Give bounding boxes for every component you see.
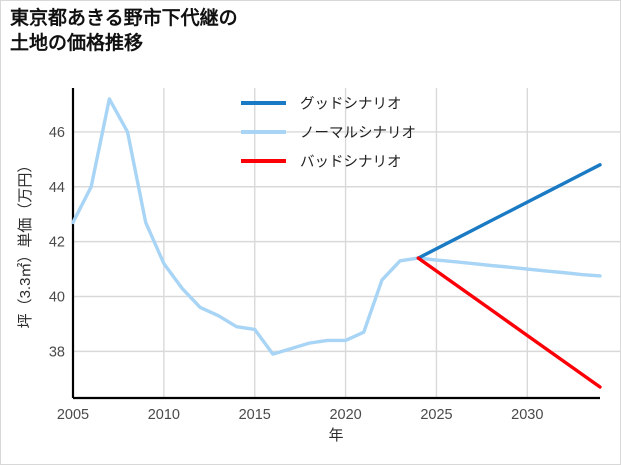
y-tick-label: 40 [49,289,65,305]
series-line [416,256,602,389]
x-tick-label: 2025 [420,407,452,423]
x-axis-tick-labels: 2005 2010 2015 2020 2025 2030 [57,407,544,423]
series-line [416,163,602,260]
legend-label: グッドシナリオ [300,96,402,113]
page-title: 東京都あきる野市下代継の 土地の価格推移 [10,8,238,54]
data-series-layer [71,97,602,389]
y-tick-label: 44 [49,180,65,196]
series-line [71,97,602,356]
x-tick-label: 2005 [57,407,89,423]
x-tick-label: 2010 [148,407,180,423]
legend-label: ノーマルシナリオ [300,126,416,142]
y-axis-tick-labels: 38 40 42 44 46 [49,125,65,360]
y-tick-label: 38 [49,344,65,360]
x-tick-label: 2030 [511,407,543,423]
x-axis-title: 年 [328,427,343,444]
x-tick-label: 2020 [329,407,361,423]
y-tick-label: 46 [49,125,65,141]
y-axis-title: 坪（3.3㎡）単価（万円） [17,158,34,329]
y-tick-label: 42 [49,235,65,251]
legend-label: バッドシナリオ [300,155,402,171]
x-tick-label: 2015 [239,407,271,423]
